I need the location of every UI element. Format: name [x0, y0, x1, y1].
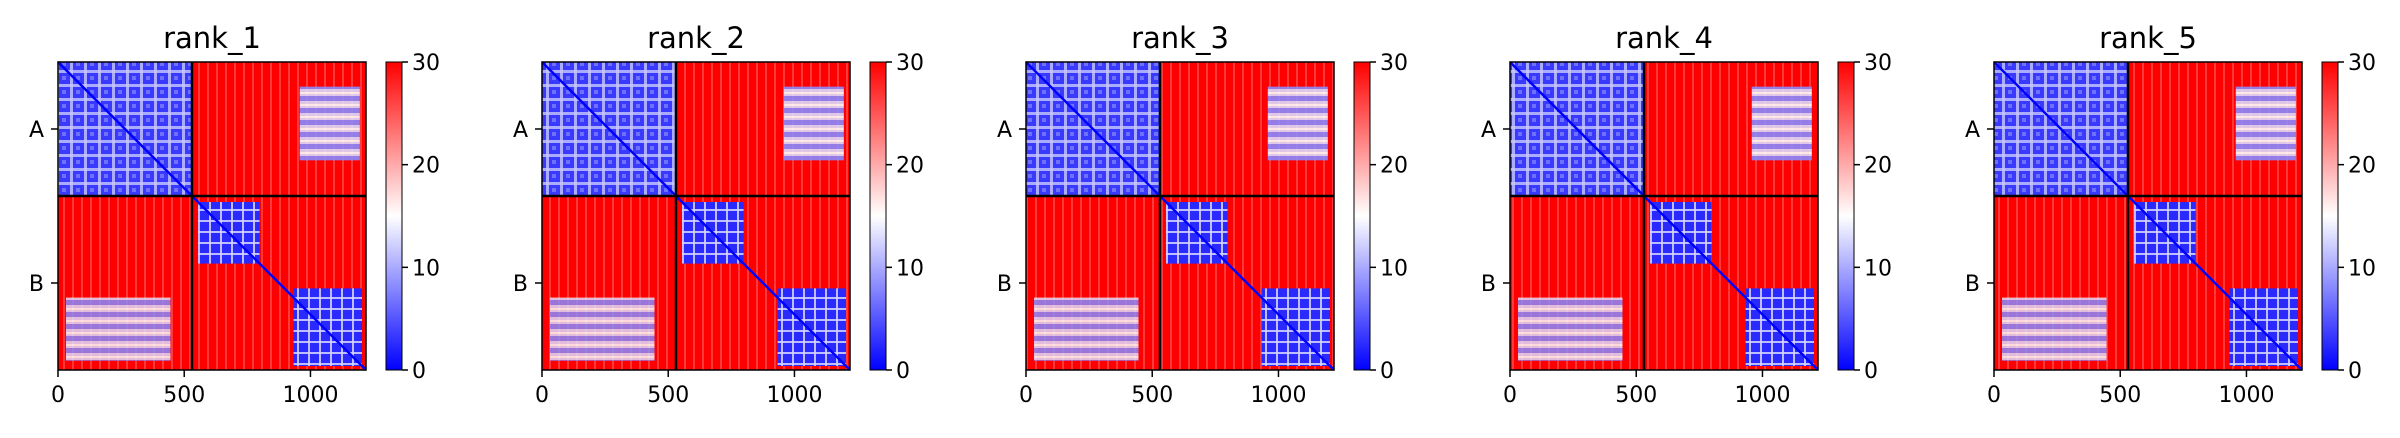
ytick-label-A: A: [1965, 118, 1980, 143]
xtick-label: 1000: [2218, 383, 2274, 408]
axes-frame: [1993, 61, 2303, 371]
colorbar: [1837, 61, 1855, 371]
xtick-label: 0: [51, 383, 65, 408]
ytick-label-B: B: [513, 272, 528, 297]
ytick-label-B: B: [29, 272, 44, 297]
block-B-A-band: [1034, 297, 1139, 361]
colorbar-tick-label: 20: [2348, 154, 2376, 179]
block-B-A-band: [550, 297, 655, 361]
xtick-label: 1000: [766, 383, 822, 408]
block-A-B-band: [299, 86, 360, 161]
xtick-label: 1000: [282, 383, 338, 408]
colorbar: [2321, 61, 2339, 371]
colorbar-tick-label: 10: [1864, 256, 1892, 281]
xtick-label: 500: [1615, 383, 1657, 408]
panel-title: rank_2: [647, 21, 745, 55]
colorbar-tick-label: 30: [2348, 51, 2376, 76]
axes-frame: [1025, 61, 1335, 371]
ytick-label-A: A: [1481, 118, 1496, 143]
panel-title: rank_3: [1131, 21, 1229, 55]
diagonal-line: [1509, 61, 1819, 371]
xtick-label: 1000: [1734, 383, 1790, 408]
panel-3: rank_3 A B 0 500 1000 0 10 20 30: [997, 21, 1408, 408]
colorbar-tick-label: 20: [1864, 154, 1892, 179]
xtick-label: 0: [1987, 383, 2001, 408]
axes-frame: [1509, 61, 1819, 371]
colorbar-tick-label: 10: [1380, 256, 1408, 281]
panel-1: rank_1 A B 0 500 1000 0 10 20 30: [29, 21, 440, 408]
axes-frame: [541, 61, 851, 371]
panel-4: rank_4 A B 0 500 1000 0 10 20 30: [1481, 21, 1892, 408]
colorbar: [869, 61, 887, 371]
block-A-B-band: [783, 86, 844, 161]
colorbar-tick-label: 20: [412, 154, 440, 179]
panel-title: rank_1: [163, 21, 261, 55]
xtick-label: 0: [1503, 383, 1517, 408]
colorbar-tick-label: 30: [412, 51, 440, 76]
block-B-A-band: [2002, 297, 2107, 361]
ytick-label-B: B: [1965, 272, 1980, 297]
xtick-label: 500: [163, 383, 205, 408]
block-A-B-band: [1751, 86, 1812, 161]
colorbar-tick-label: 0: [1380, 359, 1394, 384]
colorbar-tick-label: 10: [412, 256, 440, 281]
diagonal-line: [541, 61, 851, 371]
colorbar-tick-label: 30: [1380, 51, 1408, 76]
panel-5: rank_5 A B 0 500 1000 0 10 20 30: [1965, 21, 2376, 408]
block-A-B-band: [2235, 86, 2296, 161]
diagonal-line: [57, 61, 367, 371]
block-A-B-band: [1267, 86, 1328, 161]
colorbar-tick-label: 0: [896, 359, 910, 384]
ytick-label-A: A: [29, 118, 44, 143]
colorbar-tick-label: 30: [1864, 51, 1892, 76]
colorbar-tick-label: 0: [412, 359, 426, 384]
diagonal-line: [1993, 61, 2303, 371]
xtick-label: 500: [2099, 383, 2141, 408]
block-B-A-band: [66, 297, 171, 361]
colorbar-tick-label: 10: [2348, 256, 2376, 281]
panel-title: rank_5: [2099, 21, 2197, 55]
panel-2: rank_2 A B 0 500 1000 0 10 20 30: [513, 21, 924, 408]
ytick-label-A: A: [513, 118, 528, 143]
xtick-label: 500: [1131, 383, 1173, 408]
colorbar-tick-label: 0: [1864, 359, 1878, 384]
colorbar-tick-label: 30: [896, 51, 924, 76]
colorbar-tick-label: 0: [2348, 359, 2362, 384]
xtick-label: 0: [535, 383, 549, 408]
xtick-label: 0: [1019, 383, 1033, 408]
ytick-label-B: B: [1481, 272, 1496, 297]
diagonal-line: [1025, 61, 1335, 371]
ytick-label-A: A: [997, 118, 1012, 143]
xtick-label: 500: [647, 383, 689, 408]
colorbar-tick-label: 10: [896, 256, 924, 281]
ytick-label-B: B: [997, 272, 1012, 297]
xtick-label: 1000: [1250, 383, 1306, 408]
colorbar: [1353, 61, 1371, 371]
panel-title: rank_4: [1615, 21, 1713, 55]
colorbar: [385, 61, 403, 371]
colorbar-tick-label: 20: [1380, 154, 1408, 179]
axes-frame: [57, 61, 367, 371]
block-B-A-band: [1518, 297, 1623, 361]
colorbar-tick-label: 20: [896, 154, 924, 179]
